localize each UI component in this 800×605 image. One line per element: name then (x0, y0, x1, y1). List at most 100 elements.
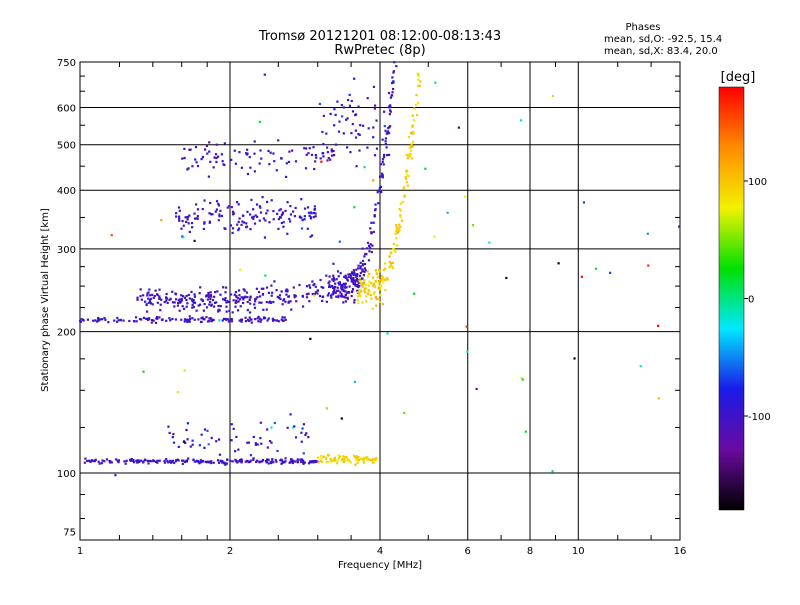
echo-point (370, 221, 373, 224)
echo-point (366, 292, 370, 295)
echo-point (322, 455, 325, 458)
echo-point (365, 253, 368, 256)
echo-point (465, 325, 468, 328)
echo-point (359, 281, 362, 284)
echo-point (246, 441, 249, 444)
echo-point (217, 461, 221, 464)
echo-point (217, 219, 220, 222)
echo-point (210, 436, 213, 440)
echo-point (336, 286, 339, 289)
echo-point (375, 456, 378, 460)
echo-point (395, 224, 398, 227)
echo-point (379, 278, 382, 282)
echo-point (313, 205, 316, 208)
echo-point (303, 461, 306, 464)
echo-point (254, 214, 257, 217)
echo-point (322, 155, 325, 158)
echo-point (222, 298, 225, 301)
echo-point (217, 310, 220, 313)
echo-point (267, 317, 270, 320)
echo-point (84, 457, 87, 460)
echo-point (307, 436, 310, 439)
echo-point (398, 228, 401, 231)
echo-point (223, 461, 226, 464)
echo-point (286, 232, 289, 235)
echo-point (380, 190, 383, 194)
echo-point (221, 319, 224, 322)
echo-point (240, 296, 243, 299)
echo-point (326, 151, 329, 154)
echo-point (272, 300, 275, 304)
echo-point (372, 221, 375, 224)
echo-point (344, 296, 347, 299)
y-tick-label: 200 (57, 328, 76, 339)
echo-point (266, 200, 269, 204)
echo-point (367, 127, 370, 130)
echo-point (325, 274, 328, 277)
echo-point (213, 295, 216, 298)
echo-point (177, 299, 180, 302)
echo-point (258, 317, 262, 320)
echo-point (219, 209, 222, 212)
echo-point (333, 287, 336, 291)
echo-point (235, 294, 238, 298)
echo-point (236, 309, 240, 312)
echo-point (235, 435, 238, 439)
echo-point (368, 280, 371, 283)
echo-point (358, 291, 361, 295)
echo-point (195, 203, 198, 206)
echo-point (366, 275, 370, 278)
echo-point (381, 303, 385, 306)
echo-point (203, 446, 206, 449)
echo-point (387, 153, 391, 157)
echo-point (204, 460, 207, 463)
echo-point (307, 152, 310, 155)
echo-point (216, 290, 219, 293)
echo-point (389, 252, 392, 255)
echo-point (336, 459, 339, 462)
echo-point (107, 321, 110, 324)
echo-point (203, 302, 206, 306)
echo-point (182, 307, 186, 310)
echo-point (109, 461, 112, 464)
echo-point (410, 142, 413, 146)
echo-point (398, 208, 401, 211)
echo-point (180, 227, 183, 230)
echo-point (208, 300, 212, 304)
echo-point (405, 181, 409, 184)
echo-point (248, 155, 251, 159)
echo-point (406, 156, 410, 159)
echo-point (341, 288, 345, 291)
echo-point (373, 104, 377, 107)
echo-point (657, 397, 660, 400)
echo-point (197, 460, 200, 464)
echo-point (322, 114, 325, 117)
echo-point (235, 460, 238, 463)
echo-point (381, 158, 385, 161)
echo-point (282, 319, 285, 323)
echo-point (249, 318, 253, 321)
echo-point (273, 280, 276, 283)
echo-point (177, 445, 180, 448)
echo-point (241, 301, 245, 305)
echo-point (289, 413, 292, 416)
echo-point (350, 132, 353, 135)
echo-point (551, 470, 554, 473)
echo-point (415, 93, 418, 97)
echo-point (196, 214, 199, 218)
echo-point (267, 291, 271, 294)
echo-point (81, 318, 85, 321)
echo-point (395, 237, 398, 240)
echo-point (249, 302, 252, 305)
echo-point (287, 160, 291, 164)
echo-point (260, 157, 263, 160)
echo-point (210, 295, 213, 298)
echo-point (255, 287, 258, 290)
echo-point (332, 293, 335, 296)
echo-point (199, 459, 203, 462)
echo-point (520, 119, 523, 122)
echo-point (100, 462, 103, 465)
echo-point (280, 290, 283, 293)
echo-point (207, 293, 210, 296)
echo-point (224, 297, 227, 300)
